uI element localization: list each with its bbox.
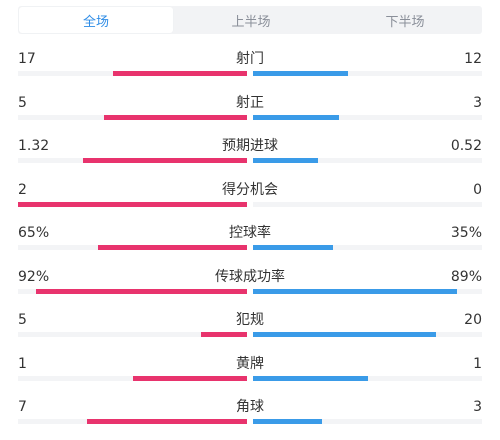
home-bar bbox=[201, 332, 247, 337]
home-track bbox=[18, 332, 247, 337]
home-track bbox=[18, 245, 247, 250]
home-value: 7 bbox=[18, 399, 27, 415]
away-bar bbox=[253, 158, 318, 163]
home-bar bbox=[86, 419, 247, 424]
away-track bbox=[253, 375, 482, 381]
stat-label: 得分机会 bbox=[222, 181, 278, 198]
home-track bbox=[18, 71, 247, 76]
away-track bbox=[253, 245, 482, 250]
home-track bbox=[18, 375, 247, 381]
away-track bbox=[253, 158, 482, 163]
home-bar bbox=[36, 288, 247, 294]
away-value: 3 bbox=[473, 94, 482, 111]
home-bar bbox=[98, 245, 247, 250]
stat-row-fouls: 5 犯规 20 bbox=[18, 295, 482, 339]
away-track bbox=[253, 288, 482, 294]
tab-first-half[interactable]: 上半场 bbox=[231, 14, 271, 30]
home-bar bbox=[18, 201, 247, 207]
home-track bbox=[18, 288, 247, 294]
stat-row-expected-goals: 1.32 预期进球 0.52 bbox=[18, 121, 482, 165]
stat-row-possession: 65% 控球率 35% bbox=[18, 208, 482, 252]
period-tabs: 全场 上半场 下半场 bbox=[18, 6, 482, 34]
away-value: 20 bbox=[464, 312, 482, 328]
home-value: 2 bbox=[18, 181, 27, 198]
stat-row-corners: 7 角球 3 bbox=[18, 382, 482, 426]
tab-full-match[interactable]: 全场 bbox=[19, 7, 173, 33]
home-track bbox=[18, 158, 247, 163]
stat-label: 射门 bbox=[236, 51, 264, 67]
away-bar bbox=[253, 245, 334, 250]
stats-list: 17 射门 12 5 射正 3 1.32 预期进球 0.52 2 得分机会 0 … bbox=[18, 34, 482, 426]
home-track bbox=[18, 419, 247, 424]
away-track bbox=[253, 419, 482, 424]
away-value: 0.52 bbox=[450, 138, 482, 154]
away-bar bbox=[253, 332, 437, 337]
away-value: 35% bbox=[450, 225, 482, 241]
home-track bbox=[18, 114, 247, 120]
away-track bbox=[253, 201, 482, 207]
stat-label: 传球成功率 bbox=[215, 268, 285, 285]
stat-label: 控球率 bbox=[229, 225, 271, 241]
home-value: 17 bbox=[18, 51, 36, 67]
home-value: 5 bbox=[18, 312, 27, 328]
away-value: 1 bbox=[473, 355, 482, 372]
away-bar bbox=[253, 419, 322, 424]
stat-label: 黄牌 bbox=[236, 355, 264, 372]
away-track bbox=[253, 114, 482, 120]
away-track bbox=[253, 71, 482, 76]
stat-label: 角球 bbox=[236, 399, 264, 415]
away-track bbox=[253, 332, 482, 337]
away-value: 3 bbox=[473, 399, 482, 415]
away-value: 12 bbox=[464, 51, 482, 67]
home-bar bbox=[82, 158, 247, 163]
away-bar bbox=[253, 71, 348, 76]
away-value: 0 bbox=[473, 181, 482, 198]
stat-row-pass-accuracy: 92% 传球成功率 89% bbox=[18, 252, 482, 296]
stat-row-shots-on-target: 5 射正 3 bbox=[18, 78, 482, 122]
stat-row-big-chances: 2 得分机会 0 bbox=[18, 165, 482, 209]
home-value: 1 bbox=[18, 355, 27, 372]
home-value: 1.32 bbox=[18, 138, 50, 154]
home-bar bbox=[132, 375, 247, 381]
stat-row-yellow-cards: 1 黄牌 1 bbox=[18, 339, 482, 383]
tab-second-half[interactable]: 下半场 bbox=[385, 14, 425, 30]
home-value: 5 bbox=[18, 94, 27, 111]
away-value: 89% bbox=[450, 268, 482, 285]
away-bar bbox=[253, 114, 339, 120]
home-bar bbox=[103, 114, 247, 120]
away-bar bbox=[253, 375, 368, 381]
away-bar bbox=[253, 288, 457, 294]
home-bar bbox=[112, 71, 247, 76]
stat-label: 预期进球 bbox=[222, 138, 278, 154]
home-value: 65% bbox=[18, 225, 50, 241]
home-track bbox=[18, 201, 247, 207]
stat-label: 射正 bbox=[236, 94, 264, 111]
stat-row-shots: 17 射门 12 bbox=[18, 34, 482, 78]
home-value: 92% bbox=[18, 268, 50, 285]
stat-label: 犯规 bbox=[236, 312, 264, 328]
